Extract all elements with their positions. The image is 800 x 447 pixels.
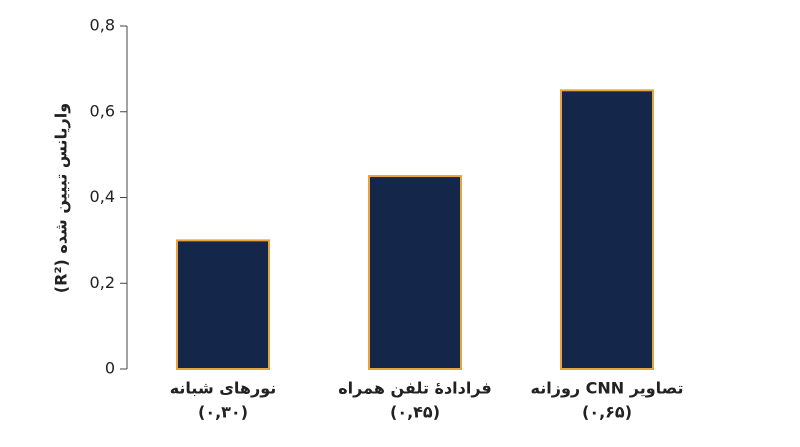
value-label: (۰,۶۵) (582, 403, 632, 422)
bar (176, 239, 270, 370)
bar (368, 175, 462, 370)
y-axis-label: واریانس تبیین شده (R²) (52, 103, 71, 293)
y-tick-label: 0,2 (90, 273, 115, 292)
x-tick-label: تصاویر CNN روزانه (531, 379, 684, 398)
y-tick-label: 0,4 (90, 187, 115, 206)
x-tick-label: نورهای شبانه (170, 379, 277, 398)
x-tick-label: فرادادهٔ تلفن همراه (338, 379, 492, 398)
value-label: (۰,۴۵) (390, 403, 440, 422)
value-label: (۰,۳۰) (198, 403, 248, 422)
y-tick-label: 0,8 (90, 16, 115, 35)
y-tick-label: 0 (105, 359, 115, 378)
y-tick-label: 0,6 (90, 101, 115, 120)
bar (560, 89, 654, 370)
